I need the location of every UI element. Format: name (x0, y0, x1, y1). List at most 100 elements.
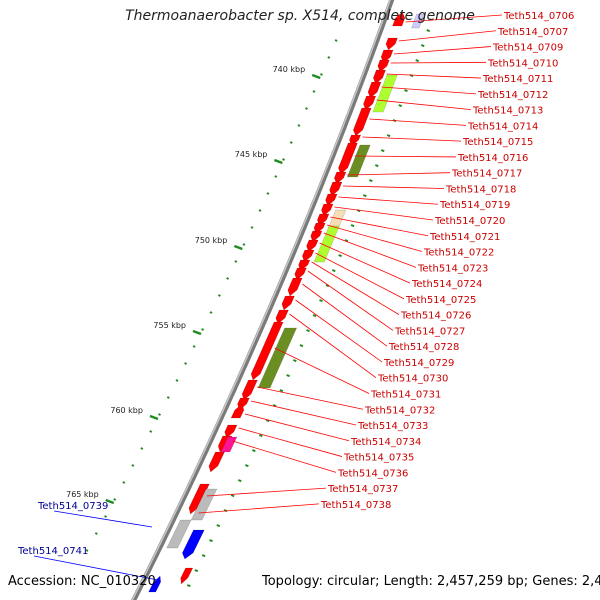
tick-right (312, 314, 317, 318)
gene-label-left: Teth514_0739 (37, 501, 108, 512)
leader-line (381, 86, 477, 95)
gene-red-extra (180, 567, 194, 585)
gene-label: Teth514_0715 (462, 137, 533, 148)
gene-olive-2 (257, 327, 297, 389)
leader-line (386, 73, 482, 79)
tick-right (331, 269, 336, 273)
gene-label: Teth514_0726 (400, 311, 471, 322)
gene-red-18 (306, 239, 319, 253)
tick-left (85, 549, 89, 552)
tick-right (380, 149, 385, 153)
gene-label: Teth514_0723 (417, 263, 488, 274)
gene-label: Teth514_0709 (492, 43, 563, 54)
leader-line (257, 386, 364, 410)
leader-line (334, 206, 434, 221)
gene-red-4 (377, 59, 390, 73)
tick-right (209, 539, 213, 543)
leader-line-left (53, 510, 153, 528)
gene-label: Teth514_0714 (467, 121, 538, 132)
tick-left (289, 141, 293, 144)
tick-left (175, 379, 179, 382)
tick-right (292, 359, 297, 363)
gene-red-21 (294, 267, 307, 281)
gene-red-22 (287, 277, 303, 297)
gene-label: Teth514_0724 (411, 279, 482, 290)
tick-right (272, 404, 277, 408)
gene-red-19 (302, 249, 315, 263)
gene-wheat-1 (327, 209, 347, 229)
gene-red-32 (188, 483, 210, 515)
tick-right (244, 464, 249, 468)
tick-right (426, 29, 431, 33)
backbone-highlight (131, 0, 391, 600)
gene-label: Teth514_0711 (482, 74, 553, 85)
tick-right (374, 164, 379, 168)
leader-line (390, 61, 487, 64)
accession-text: Accession: NC_010320 (8, 574, 156, 589)
gene-red-13 (325, 193, 338, 207)
gene-lime-2 (313, 225, 340, 263)
tick-right (279, 389, 284, 393)
tick-right (350, 224, 355, 228)
gene-red-26 (241, 379, 258, 401)
gene-gray-1 (190, 488, 218, 521)
leader-line (323, 232, 417, 268)
tick-right (325, 284, 330, 288)
gene-label: Teth514_0734 (350, 437, 421, 448)
scale-label: 760 kbp (110, 406, 143, 415)
gene-lime-1 (372, 74, 398, 113)
leader-line (315, 252, 405, 300)
tick-right (258, 434, 263, 438)
scale-label: 755 kbp (153, 321, 186, 330)
leader-line (206, 487, 327, 497)
tick-left (94, 532, 98, 535)
tick-right (265, 419, 270, 423)
tick-right (251, 449, 256, 453)
tick-left (131, 464, 135, 467)
tick-left (209, 311, 213, 314)
tick-right (338, 254, 342, 258)
gene-red-17 (310, 230, 323, 243)
gene-red-14 (321, 203, 334, 217)
gene-red-23 (281, 295, 295, 311)
gene-label: Teth514_0736 (337, 468, 408, 479)
gene-olive-1 (346, 144, 371, 178)
gene-label: Teth514_0717 (451, 169, 522, 180)
leader-line (307, 270, 394, 331)
leader-line (347, 172, 451, 176)
gene-label: Teth514_0737 (327, 484, 398, 495)
gene-label: Teth514_0735 (343, 453, 414, 464)
tick-right (237, 479, 242, 483)
leader-line (274, 347, 370, 394)
tick-right (299, 344, 304, 348)
gene-red-28 (230, 403, 245, 419)
tick-left (274, 175, 278, 178)
tick-right (415, 59, 420, 63)
tick-left (297, 124, 301, 127)
scale-tick (149, 414, 159, 421)
tick-right (186, 584, 191, 588)
topology-text: Topology: circular; Length: 2,457,259 bp… (262, 574, 600, 589)
tick-left (122, 481, 126, 484)
gene-label: Teth514_0731 (370, 389, 441, 400)
scale-label: 740 kbp (273, 65, 306, 74)
tick-right (216, 524, 221, 528)
gene-label: Teth514_0707 (497, 27, 568, 38)
tick-right (230, 494, 235, 498)
tick-right (194, 569, 199, 573)
gene-red-1 (392, 11, 406, 27)
gene-red-8 (353, 107, 372, 137)
tick-left (319, 73, 323, 76)
gene-red-6 (367, 81, 382, 99)
gene-label: Teth514_0728 (388, 342, 459, 353)
scale-label: 745 kbp (235, 150, 268, 159)
leader-line (319, 242, 411, 284)
tick-left (113, 498, 117, 501)
gene-gray-2 (166, 519, 192, 549)
gene-label: Teth514_0710 (487, 58, 558, 69)
gene-red-31 (208, 451, 225, 473)
tick-left (266, 192, 270, 195)
gene-label: Teth514_0716 (457, 153, 528, 164)
